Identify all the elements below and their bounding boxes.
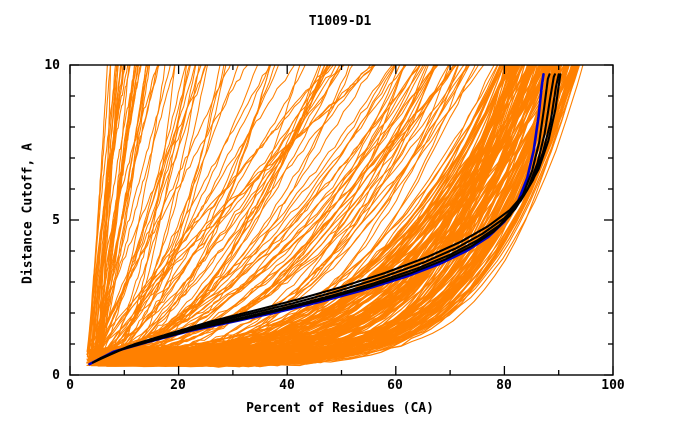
x-tick-label-100: 100 <box>601 378 625 393</box>
x-tick-label-80: 80 <box>496 378 512 393</box>
x-tick-label-60: 60 <box>387 378 403 393</box>
y-tick-label-10: 10 <box>44 58 60 73</box>
x-axis-label: Percent of Residues (CA) <box>246 401 434 416</box>
highlighted-curves-layer <box>88 73 562 366</box>
chart-title: T1009-D1 <box>308 14 372 29</box>
x-tick-label-20: 20 <box>170 378 186 393</box>
x-tick-label-40: 40 <box>279 378 295 393</box>
y-tick-label-0: 0 <box>52 368 60 383</box>
x-tick-label-0: 0 <box>66 378 74 393</box>
axes-frame-layer <box>69 64 614 376</box>
y-tick-label-5: 5 <box>52 213 60 228</box>
